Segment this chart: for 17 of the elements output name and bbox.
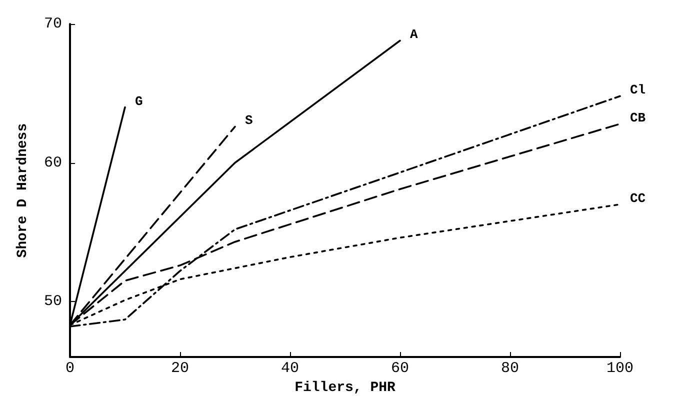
series-label: CB xyxy=(630,110,646,126)
series-label: G xyxy=(135,94,143,109)
x-tick-label: 40 xyxy=(280,360,300,377)
series-label: Cl xyxy=(630,82,646,98)
x-tick-label: 80 xyxy=(500,360,520,377)
y-tick-label: 60 xyxy=(44,154,62,172)
y-axis-title: Shore D Hardness xyxy=(15,123,31,258)
x-tick-label: 60 xyxy=(390,360,410,377)
x-tick-label: 0 xyxy=(65,360,75,377)
series-label: S xyxy=(245,113,253,128)
series-label: CC xyxy=(630,190,646,206)
y-tick-label: 50 xyxy=(44,293,62,310)
x-tick-label: 20 xyxy=(170,360,190,377)
x-axis-title: Fillers, PHR xyxy=(294,380,396,396)
x-tick-label: 100 xyxy=(606,360,634,377)
y-tick-label: 70 xyxy=(44,16,62,32)
series-label: A xyxy=(410,27,418,42)
